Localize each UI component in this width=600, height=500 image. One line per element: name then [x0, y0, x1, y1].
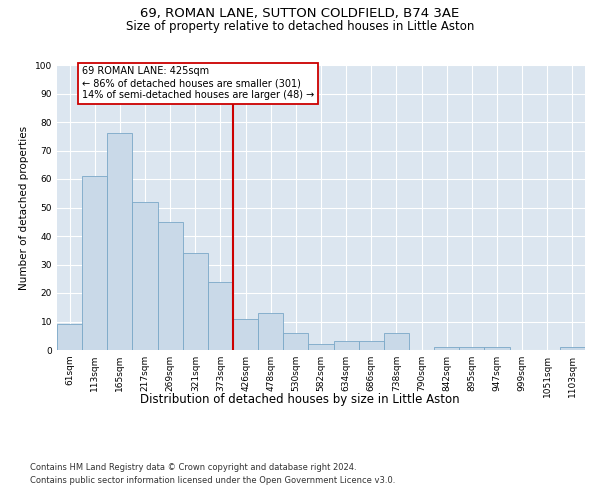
Bar — [57, 324, 82, 350]
Y-axis label: Number of detached properties: Number of detached properties — [19, 126, 29, 290]
Text: Size of property relative to detached houses in Little Aston: Size of property relative to detached ho… — [126, 20, 474, 33]
Bar — [133, 202, 158, 350]
Bar — [283, 333, 308, 350]
Text: 69 ROMAN LANE: 425sqm
← 86% of detached houses are smaller (301)
14% of semi-det: 69 ROMAN LANE: 425sqm ← 86% of detached … — [82, 66, 314, 100]
Text: Contains public sector information licensed under the Open Government Licence v3: Contains public sector information licen… — [30, 476, 395, 485]
Bar — [434, 347, 459, 350]
Text: Contains HM Land Registry data © Crown copyright and database right 2024.: Contains HM Land Registry data © Crown c… — [30, 462, 356, 471]
Bar — [233, 318, 258, 350]
Bar — [459, 347, 484, 350]
Bar — [183, 253, 208, 350]
Bar — [82, 176, 107, 350]
Bar — [308, 344, 334, 350]
Bar — [334, 342, 359, 350]
Bar — [208, 282, 233, 350]
Bar — [107, 134, 133, 350]
Bar — [158, 222, 183, 350]
Text: Distribution of detached houses by size in Little Aston: Distribution of detached houses by size … — [140, 392, 460, 406]
Bar — [258, 313, 283, 350]
Bar — [484, 347, 509, 350]
Bar — [359, 342, 384, 350]
Text: 69, ROMAN LANE, SUTTON COLDFIELD, B74 3AE: 69, ROMAN LANE, SUTTON COLDFIELD, B74 3A… — [140, 8, 460, 20]
Bar — [560, 347, 585, 350]
Bar — [384, 333, 409, 350]
